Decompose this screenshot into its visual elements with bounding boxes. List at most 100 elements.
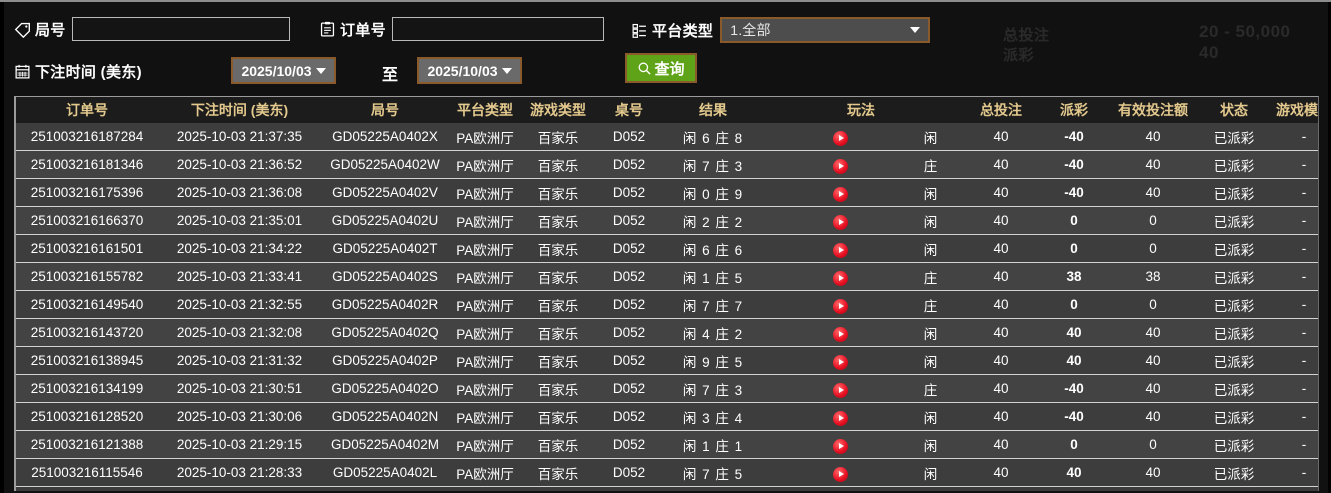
- play-replay-icon[interactable]: [832, 159, 848, 175]
- cell-order_no: 251003216128520: [16, 402, 158, 431]
- cell-play: 闲: [763, 346, 959, 375]
- table-row[interactable]: 251003216143720 2025-10-03 21:32:08 GD0522…: [16, 318, 1318, 347]
- cell-game_mode: -: [1267, 150, 1318, 179]
- cell-bet_time: 2025-10-03 21:31:32: [158, 346, 321, 375]
- cell-bet_time: 2025-10-03 21:35:01: [158, 206, 321, 235]
- cell-result: 闲 6 庄 8: [663, 123, 763, 151]
- bet-records-table: 订单号 下注时间 (美东) 局号 平台类型 游戏类型 桌号 结果 玩法 总投注 …: [16, 97, 1318, 487]
- cell-result: 闲 1 庄 5: [663, 262, 763, 291]
- play-replay-icon[interactable]: [832, 243, 848, 259]
- cell-play-label: 庄: [923, 382, 938, 398]
- cell-table_no: D052: [595, 123, 663, 151]
- cell-play-label: 庄: [923, 298, 938, 314]
- bet-time-field: 下注时间 (美东): [14, 58, 142, 84]
- table-row[interactable]: 251003216187284 2025-10-03 21:37:35 GD0522…: [16, 123, 1318, 151]
- chevron-down-icon: [910, 27, 921, 33]
- bet-time-label: 下注时间 (美东): [35, 63, 142, 81]
- cell-result: 闲 7 庄 7: [663, 290, 763, 319]
- tag-icon: [14, 22, 30, 38]
- play-replay-icon[interactable]: [832, 299, 848, 315]
- column-header-valid-bet[interactable]: 有效投注额: [1105, 97, 1201, 123]
- cell-table_no: D052: [595, 374, 663, 403]
- round-no-label: 局号: [35, 21, 66, 39]
- table-row[interactable]: 251003216138945 2025-10-03 21:31:32 GD0522…: [16, 346, 1318, 375]
- column-header-result[interactable]: 结果: [663, 97, 763, 123]
- table-row[interactable]: 251003216175396 2025-10-03 21:36:08 GD0522…: [16, 178, 1318, 207]
- cell-platform: PA欧洲厅: [449, 402, 521, 431]
- play-replay-icon[interactable]: [832, 215, 848, 231]
- cell-total_bet: 40: [959, 262, 1043, 291]
- round-no-input[interactable]: [71, 17, 290, 41]
- bet-time-from-picker[interactable]: 2025/10/03: [231, 57, 336, 84]
- cell-game_mode: -: [1267, 458, 1318, 487]
- column-header-platform[interactable]: 平台类型: [449, 97, 521, 123]
- cell-status: 已派彩: [1201, 178, 1267, 207]
- cell-order_no: 251003216149540: [16, 290, 158, 319]
- cell-game_mode: -: [1267, 374, 1318, 403]
- column-header-game-mode[interactable]: 游戏模式: [1267, 97, 1318, 123]
- cell-play: 庄: [763, 262, 959, 291]
- cell-platform: PA欧洲厅: [449, 178, 521, 207]
- play-replay-icon[interactable]: [832, 131, 848, 147]
- column-header-round-no[interactable]: 局号: [321, 97, 449, 123]
- bet-time-to-picker[interactable]: 2025/10/03: [417, 57, 522, 84]
- table-row[interactable]: 251003216134199 2025-10-03 21:30:51 GD0522…: [16, 374, 1318, 403]
- cell-platform: PA欧洲厅: [449, 150, 521, 179]
- play-replay-icon[interactable]: [832, 411, 848, 427]
- column-header-order-no[interactable]: 订单号: [16, 97, 158, 123]
- platform-type-select[interactable]: 1.全部: [720, 17, 931, 43]
- cell-valid_bet: 40: [1105, 150, 1201, 179]
- cell-result: 闲 7 庄 3: [663, 150, 763, 179]
- cell-play-label: 闲: [923, 354, 938, 370]
- cell-round_no: GD05225A0402Q: [321, 318, 449, 347]
- cell-result: 闲 9 庄 5: [663, 346, 763, 375]
- column-header-play[interactable]: 玩法: [763, 97, 959, 123]
- table-row[interactable]: 251003216121388 2025-10-03 21:29:15 GD0522…: [16, 430, 1318, 459]
- order-no-input[interactable]: [391, 17, 604, 41]
- cell-platform: PA欧洲厅: [449, 374, 521, 403]
- cell-table_no: D052: [595, 318, 663, 347]
- cell-bet_time: 2025-10-03 21:37:35: [158, 123, 321, 151]
- right-edge-rail: [1328, 2, 1331, 493]
- table-row[interactable]: 251003216128520 2025-10-03 21:30:06 GD0522…: [16, 402, 1318, 431]
- table-row[interactable]: 251003216149540 2025-10-03 21:32:55 GD0522…: [16, 290, 1318, 319]
- column-header-table-no[interactable]: 桌号: [595, 97, 663, 123]
- left-edge-rail: [0, 2, 4, 493]
- cell-platform: PA欧洲厅: [449, 262, 521, 291]
- clipboard-icon: [320, 21, 335, 37]
- play-replay-icon[interactable]: [832, 439, 848, 455]
- column-header-total-bet[interactable]: 总投注: [959, 97, 1043, 123]
- cell-status: 已派彩: [1201, 123, 1267, 151]
- cell-valid_bet: 0: [1105, 290, 1201, 319]
- play-replay-icon[interactable]: [832, 355, 848, 371]
- cell-order_no: 251003216181346: [16, 150, 158, 179]
- cell-valid_bet: 40: [1105, 346, 1201, 375]
- play-replay-icon[interactable]: [832, 271, 848, 287]
- cell-round_no: GD05225A0402W: [321, 150, 449, 179]
- play-replay-icon[interactable]: [832, 467, 848, 483]
- cell-round_no: GD05225A0402R: [321, 290, 449, 319]
- table-row[interactable]: 251003216181346 2025-10-03 21:36:52 GD0522…: [16, 150, 1318, 179]
- play-replay-icon[interactable]: [832, 187, 848, 203]
- table-row[interactable]: 251003216115546 2025-10-03 21:28:33 GD0522…: [16, 458, 1318, 487]
- cell-round_no: GD05225A0402M: [321, 430, 449, 459]
- column-header-status[interactable]: 状态: [1201, 97, 1267, 123]
- cell-result: 闲 1 庄 1: [663, 430, 763, 459]
- column-header-game-type[interactable]: 游戏类型: [521, 97, 595, 123]
- cell-status: 已派彩: [1201, 346, 1267, 375]
- cell-total_bet: 40: [959, 430, 1043, 459]
- table-row[interactable]: 251003216155782 2025-10-03 21:33:41 GD0522…: [16, 262, 1318, 291]
- cell-payout: 0: [1043, 206, 1105, 235]
- cell-table_no: D052: [595, 402, 663, 431]
- search-button[interactable]: 查询: [625, 53, 697, 83]
- column-header-bet-time[interactable]: 下注时间 (美东): [158, 97, 321, 123]
- column-header-payout[interactable]: 派彩: [1043, 97, 1105, 123]
- cell-game_type: 百家乐: [521, 458, 595, 487]
- cell-result: 闲 2 庄 2: [663, 206, 763, 235]
- play-replay-icon[interactable]: [832, 327, 848, 343]
- play-replay-icon[interactable]: [832, 383, 848, 399]
- table-row[interactable]: 251003216161501 2025-10-03 21:34:22 GD0522…: [16, 234, 1318, 263]
- cell-play-label: 闲: [923, 186, 938, 202]
- cell-game_mode: -: [1267, 402, 1318, 431]
- table-row[interactable]: 251003216166370 2025-10-03 21:35:01 GD0522…: [16, 206, 1318, 235]
